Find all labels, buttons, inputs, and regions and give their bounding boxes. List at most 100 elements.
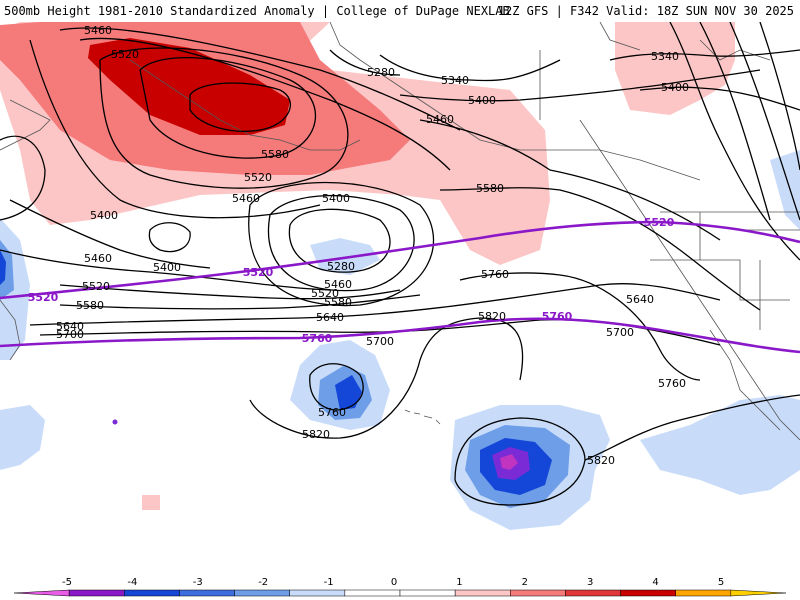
thickness-label: 5520 xyxy=(243,266,274,279)
contour-east-3 xyxy=(759,22,800,171)
model-run-info: 12Z GFS | F342 Valid: 18Z SUN NOV 30 202… xyxy=(497,4,794,18)
contour-label: 5400 xyxy=(322,192,350,205)
contour-5520-north xyxy=(79,37,451,171)
contour-label: 5640 xyxy=(626,293,654,306)
contour-label: 5820 xyxy=(587,454,615,467)
thickness-label: 5760 xyxy=(302,332,333,345)
contour-low-closed-3 xyxy=(248,181,435,307)
colorbar-tick-label: 2 xyxy=(522,577,528,588)
colorbar-swatch xyxy=(565,589,621,597)
colorbar-swatch xyxy=(454,589,511,597)
colorbar-tick-label: -3 xyxy=(193,577,203,588)
contour-5760-low xyxy=(309,363,364,411)
thickness-5760-line xyxy=(0,317,800,354)
colorbar-tick-label: -1 xyxy=(324,577,334,588)
colorbar-swatch xyxy=(730,589,787,597)
contour-label: 5400 xyxy=(661,81,689,94)
contour-label: 5460 xyxy=(324,278,352,291)
contour-label: 5580 xyxy=(261,148,289,161)
contour-5580-west xyxy=(59,294,421,310)
contour-label: 5700 xyxy=(606,326,634,339)
aleutian-chain xyxy=(129,59,361,151)
contour-5340-northeast xyxy=(609,49,800,61)
contour-west-arc xyxy=(0,135,46,221)
thickness-contours xyxy=(0,220,800,354)
colorbar-swatch xyxy=(675,589,732,597)
thickness-label: 5760 xyxy=(542,310,573,323)
contour-5460-north xyxy=(59,27,461,131)
contour-5400-northeast xyxy=(639,86,800,111)
colorbar-tick-label: -2 xyxy=(258,577,268,588)
colorbar-swatch xyxy=(68,589,125,597)
contour-label: 5520 xyxy=(244,171,272,184)
thickness-label: 5520 xyxy=(644,216,675,229)
coastlines xyxy=(0,22,800,441)
colorbar-tick-label: 5 xyxy=(718,577,724,588)
mexico-coast xyxy=(709,329,781,431)
contour-label: 5340 xyxy=(651,50,679,63)
colorbar-swatches xyxy=(13,589,787,597)
state-lines-1 xyxy=(699,212,790,301)
contour-5340 xyxy=(379,54,561,82)
contour-label: 5460 xyxy=(84,24,112,37)
colorbar-swatch xyxy=(289,589,346,597)
contour-5580-closed xyxy=(189,82,292,132)
contour-label: 5280 xyxy=(367,66,395,79)
contour-5280-arctic xyxy=(329,49,401,76)
anomaly-minus-1-region-sw xyxy=(0,405,45,470)
negative-anomaly-shading xyxy=(0,150,800,530)
colorbar-swatch xyxy=(399,589,456,597)
anomaly-colorbar: -5 -4 -3 -2 -1 0 1 2 3 4 5 xyxy=(0,574,800,600)
contour-5520-west xyxy=(59,284,401,300)
bc-coast xyxy=(579,119,800,441)
contour-label: 5700 xyxy=(366,335,394,348)
map-title: 500mb Height 1981-2010 Standardized Anom… xyxy=(4,4,510,18)
map-header: 500mb Height 1981-2010 Standardized Anom… xyxy=(0,0,800,22)
thickness-labels: 5520 5520 5520 5760 5760 xyxy=(28,216,675,345)
contour-5400-blob xyxy=(148,222,191,253)
contour-label: 5820 xyxy=(302,428,330,441)
colorbar-tick-label: 4 xyxy=(652,577,658,588)
anomaly-minus-1-region-east xyxy=(640,395,800,495)
contour-5760-trough xyxy=(459,272,701,381)
colorbar-swatch xyxy=(13,589,70,597)
contour-label: 5760 xyxy=(318,406,346,419)
asia-coast xyxy=(0,299,21,361)
contour-label: 5460 xyxy=(84,252,112,265)
hawaii-islands xyxy=(404,409,441,425)
anomaly-minus-1-region-far-east xyxy=(770,150,800,230)
contour-label: 5580 xyxy=(476,182,504,195)
contour-east-1 xyxy=(699,22,771,221)
anomaly-plus-3-region xyxy=(88,38,290,135)
contour-label: 5520 xyxy=(111,48,139,61)
contour-label: 5640 xyxy=(316,311,344,324)
contour-5820-trough xyxy=(249,317,524,439)
height-anomaly-map: 5460 5520 5580 5280 5340 5400 5460 5580 … xyxy=(0,22,800,590)
colorbar-tick-label: -4 xyxy=(127,577,137,588)
state-lines-2 xyxy=(650,229,800,330)
colorbar-swatch xyxy=(179,589,235,597)
contour-labels: 5460 5520 5580 5280 5340 5400 5460 5580 … xyxy=(56,24,689,467)
anomaly-plus-1-region-small xyxy=(142,495,160,510)
contour-label: 5400 xyxy=(90,209,118,222)
contour-label: 5700 xyxy=(56,328,84,341)
contour-label: 5760 xyxy=(481,268,509,281)
contour-5580-east xyxy=(439,187,761,311)
contour-label: 5400 xyxy=(468,94,496,107)
contour-5400-west xyxy=(9,199,211,269)
colorbar-tick-label: 1 xyxy=(456,577,462,588)
contour-label: 5580 xyxy=(76,299,104,312)
contour-label: 5760 xyxy=(658,377,686,390)
contour-label: 5280 xyxy=(327,260,355,273)
contour-label: 5400 xyxy=(153,261,181,274)
contour-label: 5520 xyxy=(82,280,110,293)
contour-label: 5640 xyxy=(56,320,84,333)
anomaly-dot xyxy=(112,419,118,425)
colorbar-tick-labels: -5 -4 -3 -2 -1 0 1 2 3 4 5 xyxy=(62,577,724,588)
alaska-coast xyxy=(329,22,701,181)
contour-5520-closed xyxy=(139,57,317,159)
contour-5460-west xyxy=(0,249,331,291)
contour-label: 5460 xyxy=(232,192,260,205)
colorbar-swatch xyxy=(510,589,566,597)
